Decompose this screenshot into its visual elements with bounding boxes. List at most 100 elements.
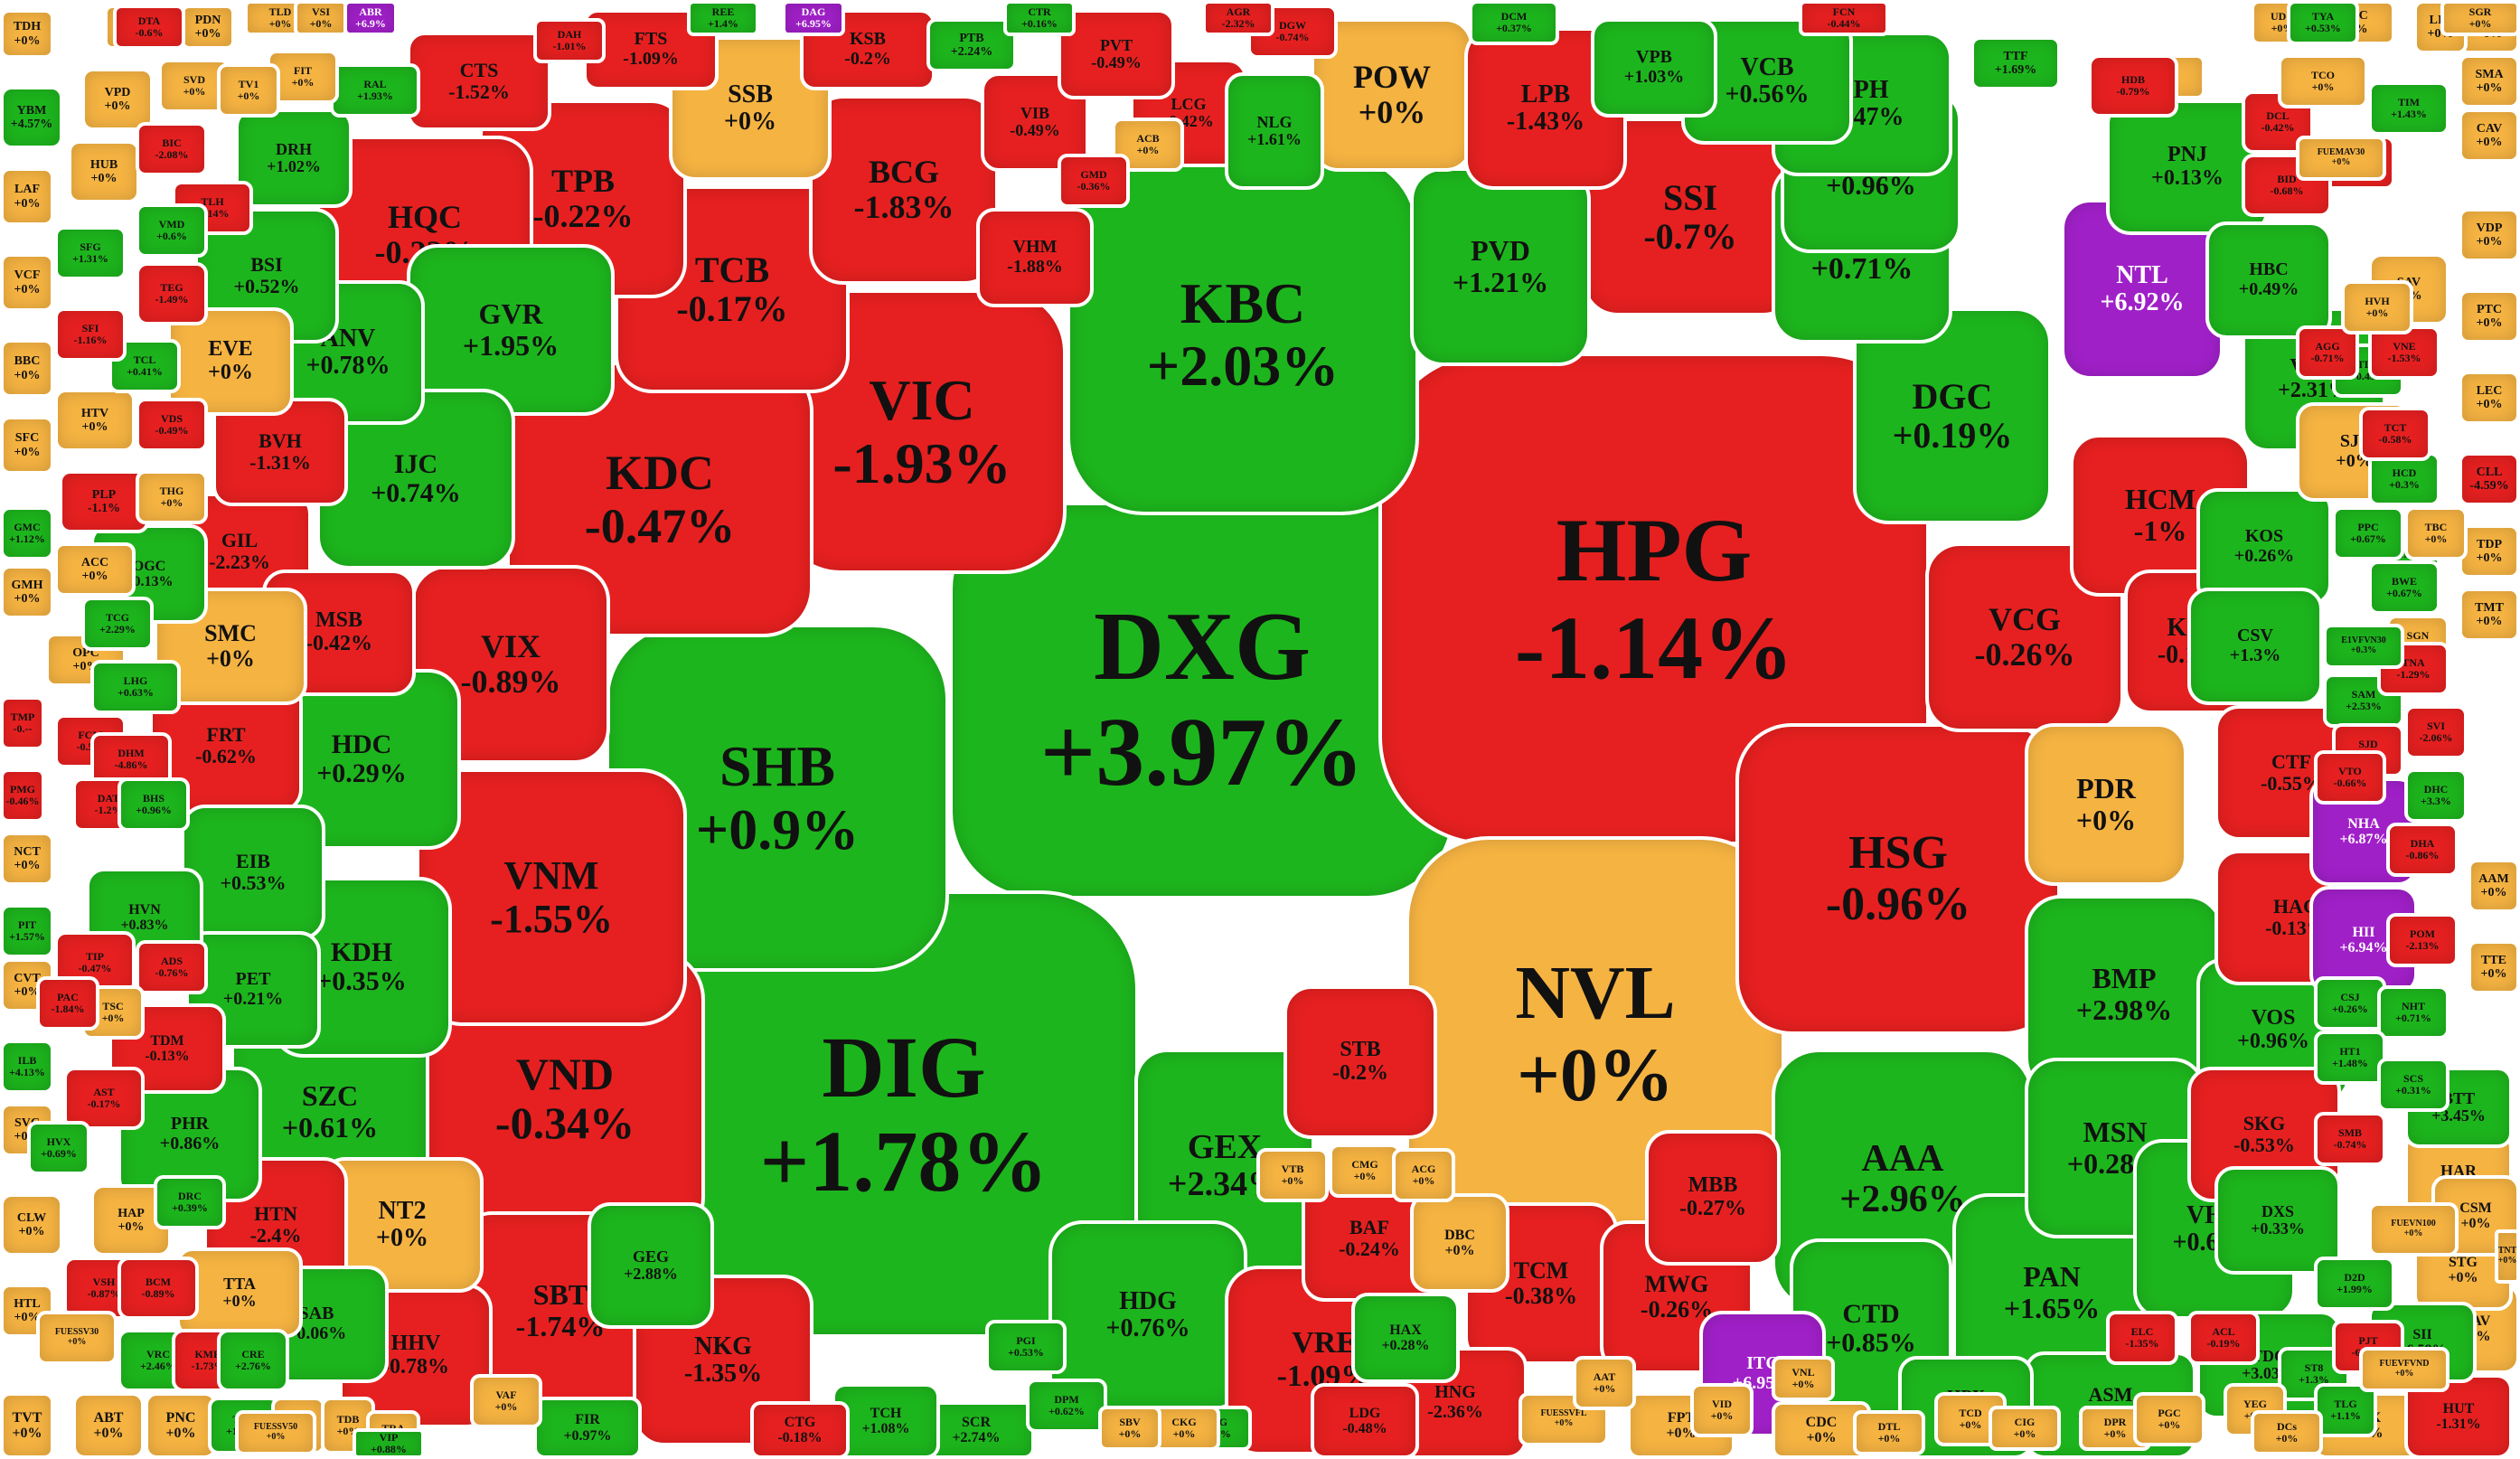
stock-cell-nlg[interactable]: NLG +1.61%: [1225, 72, 1324, 190]
stock-cell-dag[interactable]: DAG +6.95%: [782, 0, 845, 36]
stock-cell-nht[interactable]: NHT +0.71%: [2377, 985, 2449, 1040]
stock-cell-sbv[interactable]: SBV +0%: [1098, 1406, 1161, 1451]
stock-cell-vsi[interactable]: VSI +0%: [294, 0, 348, 36]
stock-cell-ybm[interactable]: YBM +4.57%: [0, 86, 63, 149]
stock-cell-bmp[interactable]: BMP +2.98%: [2025, 895, 2224, 1094]
stock-cell-vnl[interactable]: VNL +0%: [1772, 1356, 1835, 1401]
stock-cell-pit[interactable]: PIT +1.57%: [0, 904, 54, 958]
stock-cell-vaf[interactable]: VAF +0%: [470, 1374, 542, 1428]
stock-cell-dah[interactable]: DAH -1.01%: [533, 18, 606, 63]
stock-cell-pgc[interactable]: PGC +0%: [2133, 1392, 2205, 1446]
stock-cell-cts[interactable]: CTS -1.52%: [407, 32, 551, 131]
stock-cell-ldg[interactable]: LDG -0.48%: [1311, 1383, 1419, 1459]
stock-cell-gmd[interactable]: GMD -0.36%: [1058, 154, 1130, 208]
stock-cell-cre[interactable]: CRE +2.76%: [217, 1329, 289, 1392]
stock-cell-bic[interactable]: BIC -2.08%: [136, 122, 208, 176]
stock-cell-ree[interactable]: REE +1.4%: [687, 0, 759, 36]
stock-cell-vnm[interactable]: VNM -1.55%: [416, 768, 687, 1026]
stock-cell-d2d[interactable]: D2D +1.99%: [2314, 1257, 2395, 1311]
stock-cell-scs[interactable]: SCS +0.31%: [2377, 1058, 2449, 1112]
stock-cell-hvh[interactable]: HVH +0%: [2341, 280, 2413, 334]
stock-cell-thg[interactable]: THG +0%: [136, 470, 208, 524]
stock-cell-sfc[interactable]: SFC +0%: [0, 416, 54, 475]
stock-cell-fir[interactable]: FIR +0.97%: [533, 1397, 642, 1459]
stock-cell-agr[interactable]: AGR -2.32%: [1202, 0, 1274, 36]
stock-cell-dta[interactable]: DTA -0.6%: [113, 5, 185, 50]
stock-cell-pgi[interactable]: PGI +0.53%: [985, 1320, 1067, 1374]
stock-cell-geg[interactable]: GEG +2.88%: [588, 1202, 714, 1329]
stock-cell-gmh[interactable]: GMH +0%: [0, 565, 54, 619]
stock-cell-eib[interactable]: EIB +0.53%: [181, 805, 325, 940]
stock-cell-fuessv30[interactable]: FUESSV30 +0%: [36, 1311, 118, 1365]
stock-cell-acg[interactable]: ACG +0%: [1392, 1148, 1455, 1202]
stock-cell-kos[interactable]: KOS +0.26%: [2196, 488, 2332, 606]
stock-cell-teg[interactable]: TEG -1.49%: [136, 262, 208, 325]
stock-cell-dpm[interactable]: DPM +0.62%: [1026, 1379, 1107, 1433]
stock-cell-nct[interactable]: NCT +0%: [0, 832, 54, 886]
stock-cell-fuevfvnd[interactable]: FUEVFVND +0%: [2359, 1347, 2449, 1392]
stock-cell-vne[interactable]: VNE -1.53%: [2368, 325, 2440, 380]
stock-cell-dha[interactable]: DHA -0.86%: [2386, 823, 2459, 877]
stock-cell-cig[interactable]: CIG +0%: [1989, 1406, 2061, 1451]
stock-cell-tmt[interactable]: TMT +0%: [2459, 588, 2520, 642]
stock-cell-ctr[interactable]: CTR +0.16%: [1003, 0, 1076, 36]
stock-cell-vcg[interactable]: VCG -0.26%: [1925, 542, 2124, 732]
stock-cell-agg[interactable]: AGG -0.71%: [2296, 325, 2359, 380]
stock-cell-ptc[interactable]: PTC +0%: [2459, 289, 2520, 344]
stock-cell-bbc[interactable]: BBC +0%: [0, 339, 54, 398]
stock-cell-lec[interactable]: LEC +0%: [2459, 371, 2520, 425]
stock-cell-gmc[interactable]: GMC +1.12%: [0, 506, 54, 560]
stock-cell-tdp[interactable]: TDP +0%: [2459, 524, 2520, 579]
stock-cell-tdh[interactable]: TDH +0%: [0, 9, 54, 59]
stock-cell-tv1[interactable]: TV1 +0%: [217, 63, 280, 118]
stock-cell-dbc[interactable]: DBC +0%: [1410, 1193, 1509, 1293]
stock-cell-hbc[interactable]: HBC +0.49%: [2205, 221, 2332, 339]
stock-cell-pmg[interactable]: PMG -0.46%: [0, 768, 45, 823]
stock-cell-vdp[interactable]: VDP +0%: [2459, 208, 2520, 262]
stock-cell-sma[interactable]: SMA +0%: [2459, 54, 2520, 108]
stock-cell-vtb[interactable]: VTB +0%: [1256, 1148, 1329, 1202]
stock-cell-drc[interactable]: DRC +0.39%: [154, 1175, 226, 1229]
stock-cell-dhc[interactable]: DHC +3.3%: [2404, 768, 2468, 823]
stock-cell-lhg[interactable]: LHG +0.63%: [90, 660, 181, 714]
stock-cell-pnc[interactable]: PNC +0%: [145, 1392, 217, 1459]
stock-cell-fuevn100[interactable]: FUEVN100 +0%: [2368, 1202, 2459, 1257]
stock-cell-tmp[interactable]: TMP -0.--: [0, 696, 45, 750]
stock-cell-cav[interactable]: CAV +0%: [2459, 108, 2520, 163]
stock-cell-ast[interactable]: AST -0.17%: [63, 1067, 145, 1130]
stock-cell-pvd[interactable]: PVD +1.21%: [1410, 167, 1591, 366]
stock-cell-ctg[interactable]: CTG -0.18%: [750, 1401, 850, 1459]
stock-cell-cll[interactable]: CLL -4.59%: [2459, 452, 2520, 506]
stock-cell-bwe[interactable]: BWE +0.67%: [2368, 560, 2440, 615]
stock-cell-htv[interactable]: HTV +0%: [54, 389, 136, 452]
stock-cell-acc[interactable]: ACC +0%: [54, 542, 136, 597]
stock-cell-fcn[interactable]: FCN -0.44%: [1799, 0, 1889, 36]
stock-cell-pac[interactable]: PAC -1.84%: [36, 976, 99, 1031]
stock-cell-drh[interactable]: DRH +1.02%: [235, 108, 353, 208]
stock-cell-tct[interactable]: TCT -0.58%: [2359, 407, 2431, 461]
stock-cell-hax[interactable]: HAX +0.28%: [1351, 1293, 1460, 1383]
stock-cell-ral[interactable]: RAL +1.93%: [330, 63, 420, 118]
stock-cell-pdn[interactable]: PDN +0%: [181, 5, 235, 50]
stock-cell-fuessv50[interactable]: FUESSV50 +0%: [235, 1410, 316, 1455]
stock-cell-dcm[interactable]: DCM +0.37%: [1469, 0, 1559, 45]
stock-cell-abt[interactable]: ABT +0%: [72, 1392, 145, 1459]
stock-cell-dcs[interactable]: DCs +0%: [2251, 1410, 2323, 1455]
stock-cell-hsg[interactable]: HSG -0.96%: [1735, 723, 2061, 1035]
stock-cell-pvt[interactable]: PVT -0.49%: [1058, 9, 1175, 99]
stock-cell-pow[interactable]: POW +0%: [1311, 18, 1473, 172]
stock-cell-tvt[interactable]: TVT +0%: [0, 1392, 54, 1459]
stock-cell-ilb[interactable]: ILB +4.13%: [0, 1040, 54, 1094]
stock-cell-vic[interactable]: VIC -1.93%: [777, 289, 1067, 574]
stock-cell-smb[interactable]: SMB -0.74%: [2314, 1112, 2386, 1166]
stock-cell-tnt[interactable]: TNT +0%: [2495, 1229, 2520, 1284]
stock-cell-vpb[interactable]: VPB +1.03%: [1591, 18, 1717, 118]
stock-cell-elc[interactable]: ELC -1.35%: [2106, 1311, 2178, 1365]
stock-cell-pdr[interactable]: PDR +0%: [2025, 723, 2187, 886]
stock-cell-tlg[interactable]: TLG +1.1%: [2314, 1383, 2377, 1437]
stock-cell-bhs[interactable]: BHS +0.96%: [118, 777, 190, 832]
stock-cell-ssb[interactable]: SSB +0%: [669, 36, 832, 181]
stock-cell-e1vfvn30[interactable]: E1VFVN30 +0.3%: [2323, 624, 2404, 669]
stock-cell-fts[interactable]: FTS -1.09%: [583, 9, 719, 90]
stock-cell-stb[interactable]: STB -0.2%: [1284, 985, 1437, 1139]
